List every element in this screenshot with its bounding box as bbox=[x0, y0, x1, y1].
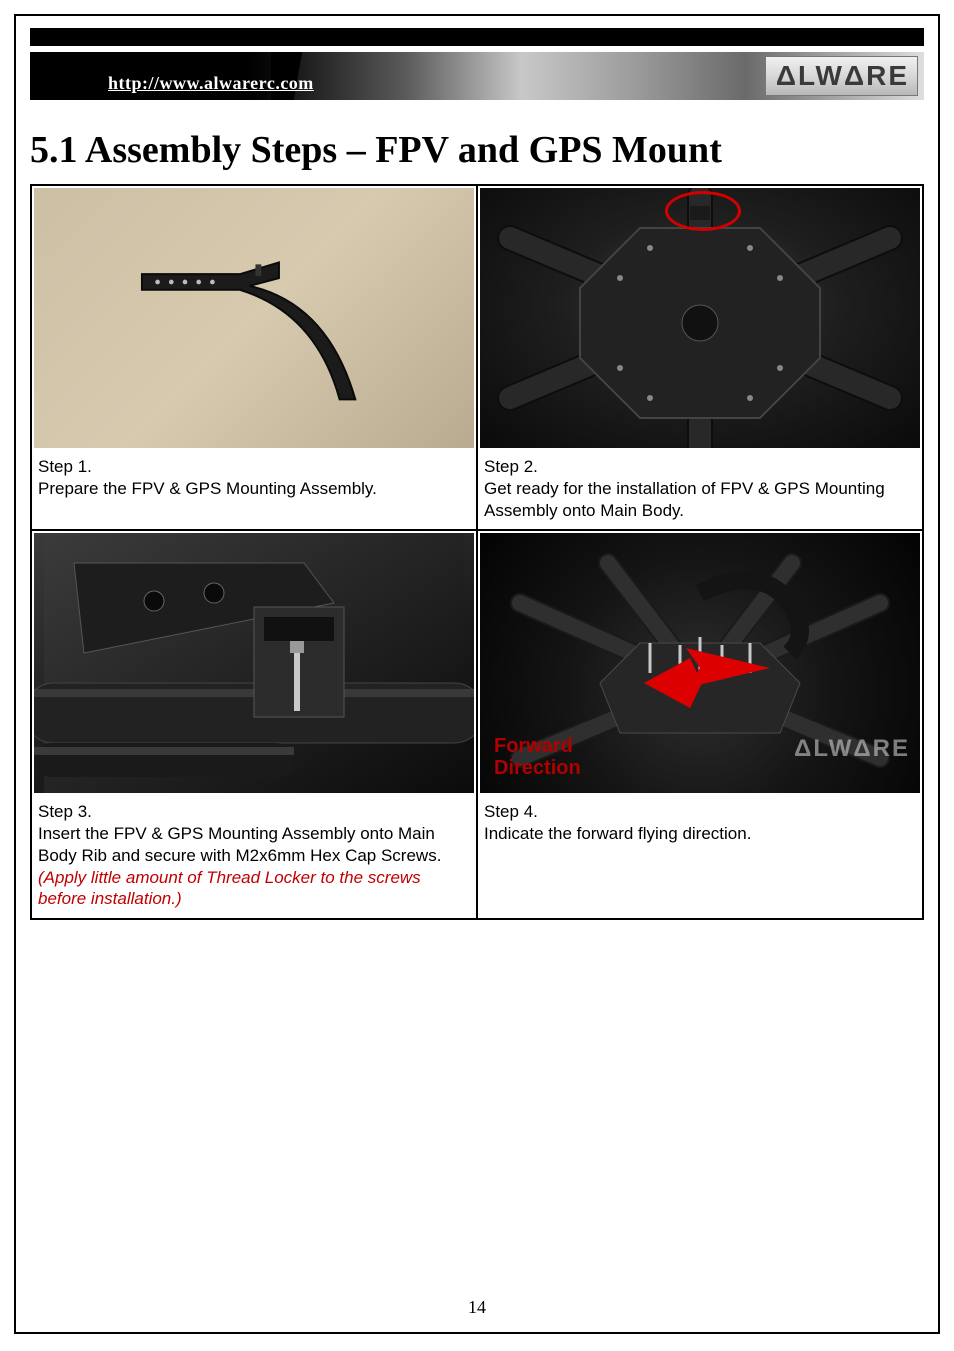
step4-caption-cell: Step 4. Indicate the forward flying dire… bbox=[477, 795, 923, 919]
forward-direction-label: Forward Direction bbox=[494, 735, 581, 779]
step2-caption-cell: Step 2. Get ready for the installation o… bbox=[477, 450, 923, 530]
step4-image-cell: Forward Direction ΔLWΔRE bbox=[477, 530, 923, 795]
brand-logo: ΔLWΔRE bbox=[765, 56, 918, 96]
closeup-graphic bbox=[34, 533, 474, 793]
watermark-logo: ΔLWΔRE bbox=[794, 735, 910, 763]
step1-image-cell bbox=[31, 185, 477, 450]
steps-grid: Step 1. Prepare the FPV & GPS Mounting A… bbox=[30, 184, 924, 920]
step-text: Indicate the forward flying direction. bbox=[484, 824, 751, 843]
step1-caption-cell: Step 1. Prepare the FPV & GPS Mounting A… bbox=[31, 450, 477, 530]
page-number: 14 bbox=[16, 1297, 938, 1318]
step3-image bbox=[34, 533, 474, 793]
top-black-bar bbox=[30, 28, 924, 46]
step1-image bbox=[34, 188, 474, 448]
fpv-arm-graphic bbox=[122, 235, 377, 401]
step-label: Step 3. bbox=[38, 802, 92, 821]
step-note-red: (Apply little amount of Thread Locker to… bbox=[38, 868, 421, 909]
step2-image bbox=[480, 188, 920, 448]
step-label: Step 4. bbox=[484, 802, 538, 821]
step3-image-cell bbox=[31, 530, 477, 795]
step3-caption-cell: Step 3. Insert the FPV & GPS Mounting As… bbox=[31, 795, 477, 919]
step-label: Step 2. bbox=[484, 457, 538, 476]
page-frame: http://www.alwarerc.com ΔLWΔRE 5.1 Assem… bbox=[14, 14, 940, 1334]
header-banner: http://www.alwarerc.com ΔLWΔRE bbox=[30, 52, 924, 100]
step-text: Prepare the FPV & GPS Mounting Assembly. bbox=[38, 479, 377, 498]
red-circle-annotation bbox=[665, 191, 741, 231]
page-title: 5.1 Assembly Steps – FPV and GPS Mount bbox=[30, 128, 924, 172]
step-text: Insert the FPV & GPS Mounting Assembly o… bbox=[38, 824, 441, 865]
step-text: Get ready for the installation of FPV & … bbox=[484, 479, 885, 520]
step2-image-cell bbox=[477, 185, 923, 450]
step4-image: Forward Direction ΔLWΔRE bbox=[480, 533, 920, 793]
header-url: http://www.alwarerc.com bbox=[108, 73, 314, 94]
step-label: Step 1. bbox=[38, 457, 92, 476]
